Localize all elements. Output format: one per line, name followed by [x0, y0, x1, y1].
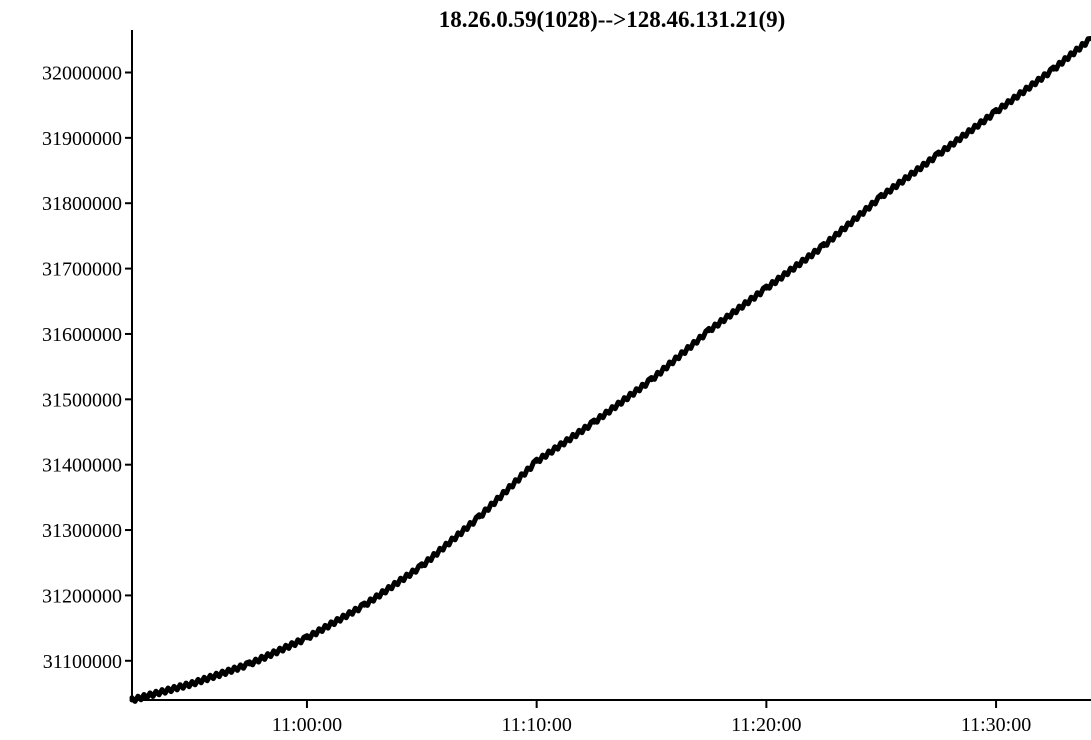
series-point: [821, 243, 827, 249]
series-point: [476, 514, 482, 520]
series-point: [993, 109, 999, 115]
y-tick-label: 31800000: [42, 193, 122, 215]
series-line: [129, 36, 1091, 704]
y-tick-label: 32000000: [42, 62, 122, 84]
y-tick-label: 31400000: [42, 455, 122, 477]
series-point: [878, 194, 884, 200]
series-point: [706, 328, 712, 334]
series-layer: [129, 36, 1091, 704]
series-point: [1088, 36, 1091, 41]
series-point: [1051, 66, 1056, 72]
series-point: [763, 285, 769, 291]
y-tick-label: 31100000: [43, 651, 122, 673]
x-tick-label: 11:30:00: [961, 714, 1031, 736]
y-tick-label: 31300000: [42, 520, 122, 542]
y-tick-label: 31200000: [42, 585, 122, 607]
y-tick-label: 31700000: [42, 259, 122, 281]
y-axis-ticks: 31100000 31200000 31300000 31400000 31500000…: [42, 62, 132, 673]
series-point: [419, 563, 425, 569]
y-tick-label: 31900000: [42, 128, 122, 150]
x-axis-ticks: 11:00:00 11:10:00 11:20:00 11:30:00: [272, 700, 1031, 736]
series-point: [129, 697, 135, 703]
series-point: [649, 377, 654, 383]
series-point: [304, 635, 310, 641]
y-tick-label: 31600000: [42, 324, 122, 346]
series-point: [534, 458, 540, 464]
x-tick-label: 11:00:00: [272, 714, 342, 736]
series-point: [936, 151, 942, 157]
series-point: [591, 419, 597, 425]
y-tick-label: 31500000: [42, 389, 122, 411]
series-point: [189, 681, 195, 687]
x-tick-label: 11:10:00: [501, 714, 571, 736]
series-point: [247, 661, 252, 667]
x-tick-label: 11:20:00: [731, 714, 801, 736]
chart-title: 18.26.0.59(1028)-->128.46.131.21(9): [439, 7, 786, 32]
series-point: [361, 602, 367, 608]
